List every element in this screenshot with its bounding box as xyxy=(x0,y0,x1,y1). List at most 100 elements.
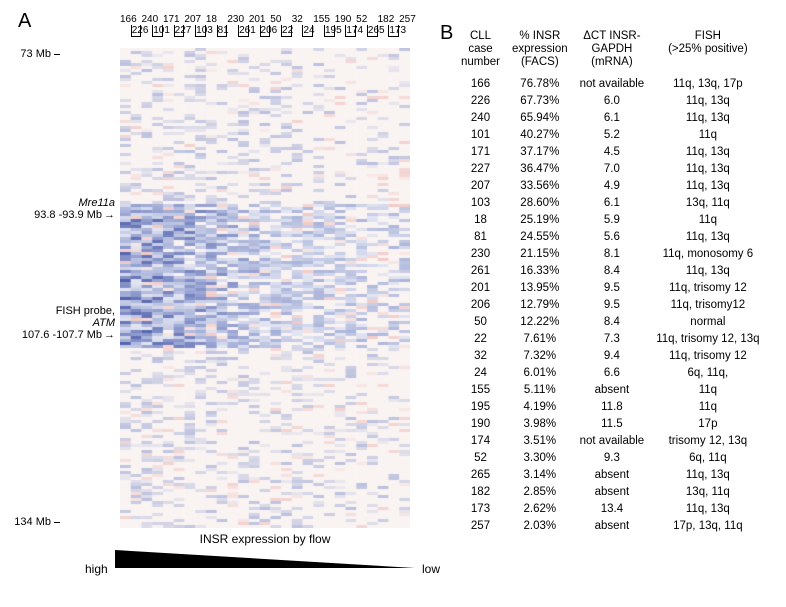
table-cell: 240 xyxy=(455,109,506,126)
table-cell: 227 xyxy=(455,160,506,177)
table-cell: absent xyxy=(574,381,651,398)
table-cell: 9.5 xyxy=(574,296,651,313)
col-label: 18 xyxy=(206,14,217,25)
table-cell: 4.9 xyxy=(574,177,651,194)
table-row: 20113.95%9.511q, trisomy 12 xyxy=(455,279,766,296)
table-cell: 13.95% xyxy=(506,279,574,296)
table-header: CLLcasenumber xyxy=(455,30,506,75)
y-start-label: 73 Mb xyxy=(20,48,51,60)
panel-b-label: B xyxy=(440,22,453,45)
table-row: 1903.98%11.517p xyxy=(455,415,766,432)
table-cell: 13.4 xyxy=(574,500,651,517)
panel-a: 1662401712071823020150321551905218225722… xyxy=(20,10,420,590)
col-label: 240 xyxy=(141,14,152,25)
table-row: 8124.55%5.611q, 13q xyxy=(455,228,766,245)
col-label: 226 xyxy=(131,25,142,37)
table-cell: 52 xyxy=(455,449,506,466)
table-cell: 65.94% xyxy=(506,109,574,126)
col-label: 24 xyxy=(302,25,313,37)
table-cell: 11q, 13q xyxy=(650,177,765,194)
table-cell: 11q, 13q xyxy=(650,160,765,177)
table-cell: 76.78% xyxy=(506,75,574,92)
y-end-label: 134 Mb xyxy=(14,516,51,528)
col-label: 50 xyxy=(270,14,281,25)
heatmap xyxy=(120,48,410,528)
table-cell: 12.79% xyxy=(506,296,574,313)
table-cell: 206 xyxy=(455,296,506,313)
table-cell: 17p xyxy=(650,415,765,432)
heatmap-column-labels: 1662401712071823020150321551905218225722… xyxy=(120,14,410,46)
col-label: 171 xyxy=(163,14,174,25)
table-cell: 230 xyxy=(455,245,506,262)
table-cell: 5.11% xyxy=(506,381,574,398)
table-cell: 25.19% xyxy=(506,211,574,228)
col-label: 182 xyxy=(378,14,389,25)
table-cell: 173 xyxy=(455,500,506,517)
table-cell: 18 xyxy=(455,211,506,228)
table-row: 1743.51%not availabletrisomy 12, 13q xyxy=(455,432,766,449)
table-row: 327.32%9.411q, trisomy 12 xyxy=(455,347,766,364)
table-cell: 155 xyxy=(455,381,506,398)
col-label: 190 xyxy=(335,14,346,25)
table-cell: 11q, monosomy 6 xyxy=(650,245,765,262)
table-row: 26116.33%8.411q, 13q xyxy=(455,262,766,279)
table-cell: 2.62% xyxy=(506,500,574,517)
table-cell: 6q, 11q xyxy=(650,449,765,466)
col-label: 265 xyxy=(367,25,378,37)
table-cell: 36.47% xyxy=(506,160,574,177)
table-cell: 6.6 xyxy=(574,364,651,381)
table-cell: absent xyxy=(574,517,651,534)
table-cell: 5.2 xyxy=(574,126,651,143)
table-row: 24065.94%6.111q, 13q xyxy=(455,109,766,126)
table-row: 246.01%6.66q, 11q, xyxy=(455,364,766,381)
table-cell: 8.4 xyxy=(574,313,651,330)
table-cell: 6.1 xyxy=(574,109,651,126)
table-cell: 11q, trisomy 12 xyxy=(650,279,765,296)
table-cell: 11q, 13q xyxy=(650,500,765,517)
table-cell: 207 xyxy=(455,177,506,194)
table-cell: 3.98% xyxy=(506,415,574,432)
col-label: 174 xyxy=(345,25,356,37)
table-cell: 182 xyxy=(455,483,506,500)
col-label: 201 xyxy=(249,14,260,25)
table-cell: 9.3 xyxy=(574,449,651,466)
table-cell: 7.61% xyxy=(506,330,574,347)
table-row: 17137.17%4.511q, 13q xyxy=(455,143,766,160)
table-cell: 9.5 xyxy=(574,279,651,296)
table-row: 10328.60%6.113q, 11q xyxy=(455,194,766,211)
table-row: 22736.47%7.011q, 13q xyxy=(455,160,766,177)
table-cell: 7.0 xyxy=(574,160,651,177)
table-cell: 33.56% xyxy=(506,177,574,194)
table-cell: 9.4 xyxy=(574,347,651,364)
table-row: 523.30%9.36q, 11q xyxy=(455,449,766,466)
table-row: 1825.19%5.911q xyxy=(455,211,766,228)
table-row: 10140.27%5.211q xyxy=(455,126,766,143)
table-row: 22667.73%6.011q, 13q xyxy=(455,92,766,109)
table-cell: 12.22% xyxy=(506,313,574,330)
table-cell: 50 xyxy=(455,313,506,330)
table-row: 1822.85%absent13q, 11q xyxy=(455,483,766,500)
table-cell: 11.5 xyxy=(574,415,651,432)
table-cell: 6.01% xyxy=(506,364,574,381)
table-cell: 6.0 xyxy=(574,92,651,109)
panel-b: CLLcasenumber% INSRexpression(FACS)ΔCT I… xyxy=(455,30,775,534)
col-label: 155 xyxy=(313,14,324,25)
table-cell: 261 xyxy=(455,262,506,279)
table-row: 23021.15%8.111q, monosomy 6 xyxy=(455,245,766,262)
table-cell: 11q xyxy=(650,398,765,415)
table-cell: 28.60% xyxy=(506,194,574,211)
table-cell: absent xyxy=(574,466,651,483)
table-cell: 24 xyxy=(455,364,506,381)
col-label: 173 xyxy=(388,25,399,37)
table-cell: 6q, 11q, xyxy=(650,364,765,381)
table-cell: 3.14% xyxy=(506,466,574,483)
table-cell: 4.19% xyxy=(506,398,574,415)
table-cell: 166 xyxy=(455,75,506,92)
table-cell: 201 xyxy=(455,279,506,296)
table-cell: 3.51% xyxy=(506,432,574,449)
table-cell: 17p, 13q, 11q xyxy=(650,517,765,534)
table-row: 1954.19%11.811q xyxy=(455,398,766,415)
table-cell: absent xyxy=(574,483,651,500)
table-header: ΔCT INSR-GAPDH(mRNA) xyxy=(574,30,651,75)
table-cell: 40.27% xyxy=(506,126,574,143)
